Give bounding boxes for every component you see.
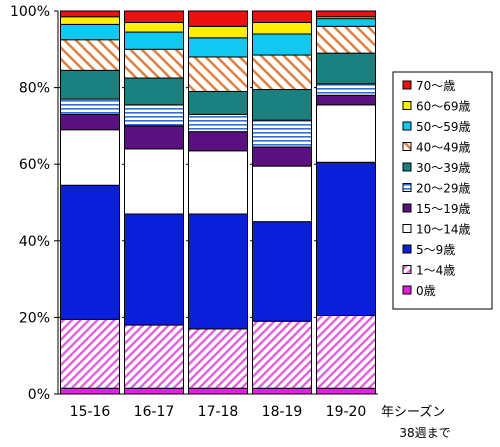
bar-segment: [252, 33, 312, 56]
bar-segment: [188, 10, 248, 27]
legend-swatch: [402, 203, 412, 213]
y-tick-label: 100%: [10, 4, 50, 20]
legend-label: 5～9歳: [416, 243, 455, 257]
bar-segment: [60, 129, 120, 186]
bar-segment: [252, 10, 312, 23]
bar-segment: [252, 21, 312, 35]
bar-segment: [60, 23, 120, 41]
bar-segment: [124, 125, 184, 150]
bar-segment: [60, 113, 120, 131]
y-tick-label: 20%: [19, 310, 50, 326]
bars: [60, 10, 376, 395]
legend-swatch: [402, 244, 412, 254]
legend-label: 10～14歳: [416, 223, 471, 237]
legend-swatch: [402, 183, 412, 192]
bar-segment: [124, 104, 184, 127]
legend-swatch: [402, 285, 412, 295]
bar-segment: [316, 52, 376, 85]
bar-segment: [60, 387, 120, 395]
bar-segment: [188, 37, 248, 58]
bar-segment: [188, 131, 248, 152]
bar-segment: [252, 387, 312, 395]
x-tick-label: 17-18: [198, 404, 239, 420]
legend-label: 1～4歳: [416, 264, 455, 278]
bar-segment: [316, 104, 376, 163]
x-tick-label: 19-20: [326, 404, 367, 420]
legend-swatch: [402, 101, 412, 110]
legend-swatch: [402, 224, 412, 233]
bar-segment: [316, 387, 376, 395]
bar-segment: [316, 25, 376, 54]
bar-segment: [252, 320, 312, 389]
x-tick-label: 16-17: [134, 404, 175, 420]
bar-segment: [60, 69, 120, 100]
legend-label: 70～歳: [416, 79, 455, 93]
x-axis-note: 38週まで: [399, 426, 450, 440]
bar-segment: [316, 18, 376, 27]
bar-segment: [60, 39, 120, 71]
legend-swatch: [402, 265, 412, 274]
y-tick-label: 0%: [28, 387, 50, 403]
bar-segment: [316, 314, 376, 389]
bar-segment: [124, 10, 184, 23]
bar-segment: [60, 16, 120, 25]
bar-segment: [252, 146, 312, 167]
bar-segment: [252, 54, 312, 91]
legend-swatch: [402, 142, 412, 151]
legend-swatch: [402, 121, 412, 131]
legend-label: 15～19歳: [416, 202, 471, 216]
bar-segment: [188, 387, 248, 395]
bar-segment: [124, 213, 184, 326]
legend-label: 30～39歳: [416, 161, 471, 175]
bar-segment: [188, 56, 248, 92]
bar-segment: [188, 113, 248, 133]
bar-segment: [252, 119, 312, 148]
bar-segment: [188, 213, 248, 330]
bar-segment: [60, 318, 120, 389]
axes: 0% 20% 40% 60% 80% 100% 15-16 16-17 17-18 18-19 19…: [10, 4, 451, 440]
x-tick-label: 15-16: [70, 404, 111, 420]
bar-segment: [124, 31, 184, 50]
bar-segment: [188, 328, 248, 389]
bar-segment: [124, 77, 184, 106]
y-tick-label: 40%: [19, 234, 50, 250]
y-tick-label: 80%: [19, 81, 50, 97]
bar-segment: [124, 387, 184, 395]
bar-segment: [252, 221, 312, 322]
legend: 70～歳 60～69歳 50～59歳 40～49歳 30～39歳 20～29歳 15～19歳…: [392, 71, 493, 310]
legend-swatch: [402, 80, 412, 90]
legend-swatch: [402, 162, 412, 172]
legend-label: 20～29歳: [416, 182, 471, 196]
bar-segment: [124, 148, 184, 215]
bar-segment: [252, 165, 312, 223]
legend-label: 0歳: [416, 284, 436, 298]
bar-segment: [316, 161, 376, 316]
legend-label: 60～69歳: [416, 100, 471, 114]
bar-segment: [124, 21, 184, 33]
y-tick-label: 60%: [19, 157, 50, 173]
bar-segment: [60, 98, 120, 115]
x-axis-suffix: 年シーズン: [381, 404, 445, 420]
bar-segment: [316, 94, 376, 106]
legend-label: 40～49歳: [416, 141, 471, 155]
bar-segment: [124, 48, 184, 79]
bar-segment: [124, 324, 184, 389]
x-tick-label: 18-19: [262, 404, 303, 420]
bar-segment: [60, 184, 120, 320]
bar-segment: [60, 10, 120, 18]
bar-segment: [316, 83, 376, 96]
legend-label: 50～59歳: [416, 120, 471, 134]
bar-segment: [188, 150, 248, 215]
bar-segment: [188, 90, 248, 115]
bar-segment: [188, 25, 248, 39]
bar-segment: [316, 10, 376, 18]
bar-segment: [252, 89, 312, 121]
